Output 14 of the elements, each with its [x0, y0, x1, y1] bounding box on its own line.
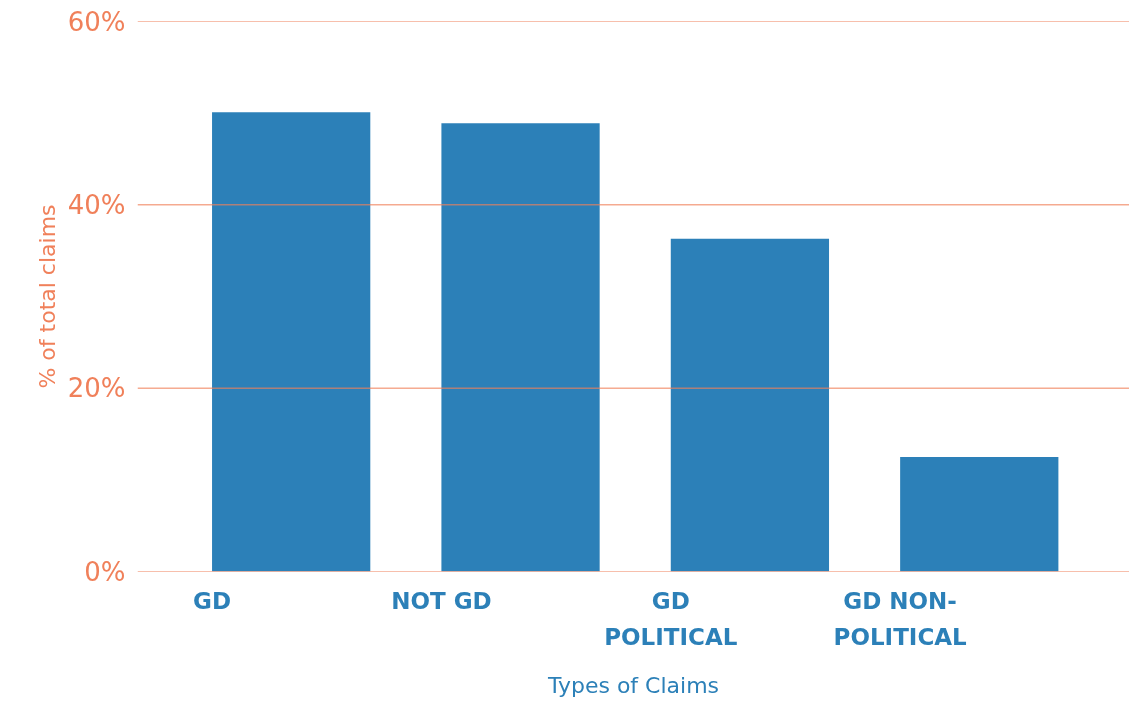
y-tick-label: 60%: [67, 6, 126, 37]
x-tick-label: NOT GD: [391, 587, 492, 614]
x-tick-label: GD: [193, 587, 232, 614]
bar: [900, 456, 1059, 572]
x-tick-label: GD NON-POLITICAL: [833, 587, 968, 650]
y-tick-label: 20%: [67, 373, 126, 404]
y-tick-label: 0%: [84, 556, 126, 587]
bar: [212, 112, 371, 572]
x-tick-label: GD POLITICAL: [604, 587, 738, 650]
y-tick-label: 40%: [67, 189, 126, 220]
x-axis-title: Types of Claims: [546, 672, 720, 698]
bar: [670, 238, 830, 572]
bar: [441, 123, 600, 572]
y-axis-title: % of total claims: [34, 204, 60, 389]
